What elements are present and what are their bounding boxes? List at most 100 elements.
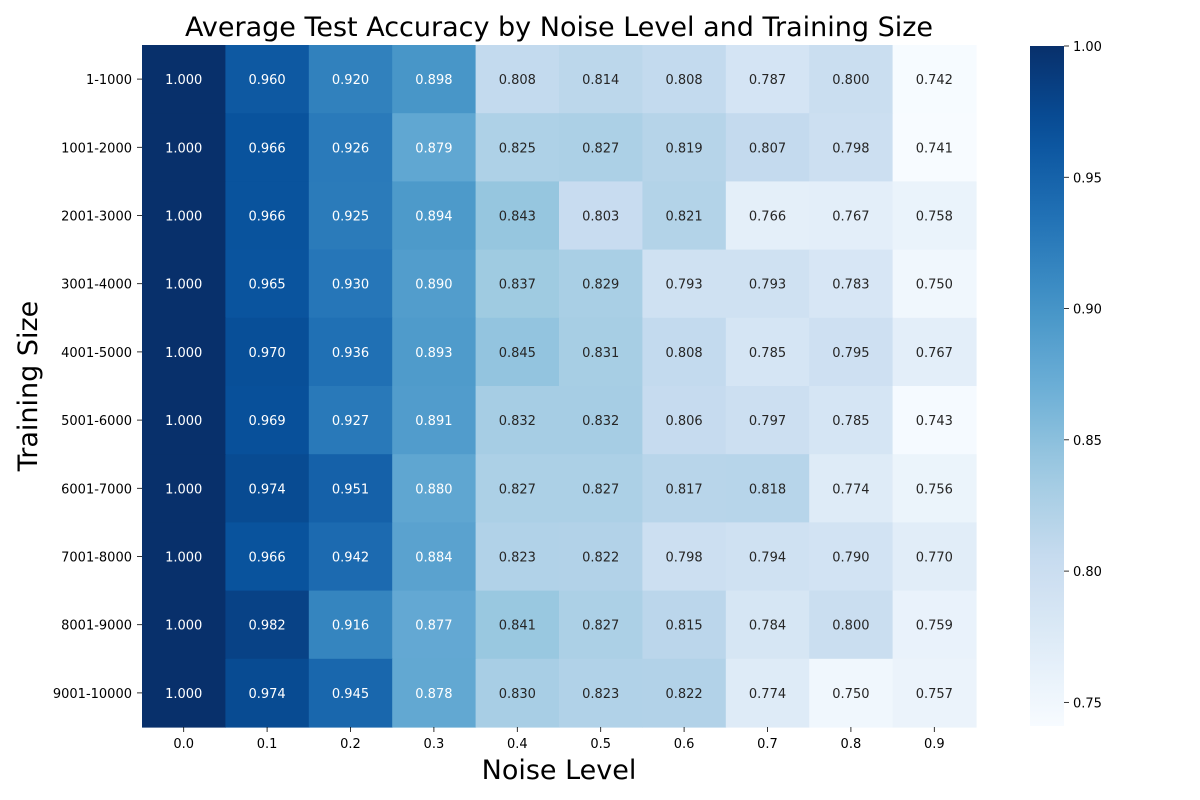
heatmap-cell [892, 386, 977, 455]
heatmap-cell [475, 590, 560, 660]
cell-value-label: 0.785 [749, 346, 786, 361]
heatmap-cell [809, 590, 894, 660]
cell-value-label: 0.829 [582, 278, 619, 293]
heatmap-cell [642, 317, 727, 387]
x-axis-ticks: 0.0 0.1 0.2 0.3 0.4 0.5 0.6 0.7 0.8 0.9 [173, 727, 945, 752]
cell-value-label: 0.916 [332, 619, 369, 634]
heatmap-cell [892, 113, 977, 182]
heatmap-cell [892, 658, 977, 728]
x-tick-label: 0.6 [674, 737, 695, 752]
heatmap-cell [225, 658, 310, 728]
heatmap-cell [392, 590, 477, 660]
cell-value-label: 0.974 [248, 687, 285, 702]
cell-value-label: 0.770 [916, 551, 953, 566]
cell-value-label: 0.966 [248, 551, 285, 566]
y-tick-label: 1-1000 [86, 73, 132, 88]
heatmap-cell [642, 454, 727, 523]
heatmap-cell [475, 454, 560, 523]
cell-value-label: 0.742 [916, 73, 953, 88]
cell-value-label: 0.787 [749, 73, 786, 88]
colorbar-tick-label: 0.90 [1073, 303, 1102, 318]
heatmap-cell [308, 454, 393, 523]
cell-value-label: 0.966 [248, 210, 285, 225]
heatmap-cell [225, 317, 310, 387]
cell-value-label: 0.982 [248, 619, 285, 634]
y-tick-label: 8001-9000 [61, 619, 132, 634]
cell-value-label: 0.783 [832, 278, 869, 293]
cell-value-label: 0.884 [415, 551, 452, 566]
cell-value-label: 0.807 [749, 141, 786, 156]
heatmap-cell [142, 113, 226, 182]
heatmap-cell [308, 45, 393, 114]
heatmap-cell [142, 658, 226, 728]
heatmap-cell [559, 658, 643, 728]
heatmap-cell [392, 386, 477, 455]
heatmap-cell [475, 45, 560, 114]
cell-value-label: 0.936 [332, 346, 369, 361]
heatmap-cell [308, 386, 393, 455]
heatmap-cell [725, 386, 810, 455]
heatmap-cell [642, 522, 727, 592]
cell-value-label: 0.893 [415, 346, 452, 361]
cell-value-label: 0.966 [248, 141, 285, 156]
heatmap-cell [559, 454, 643, 523]
heatmap-cell [142, 45, 226, 114]
cell-value-label: 0.821 [665, 210, 702, 225]
cell-value-label: 0.814 [582, 73, 619, 88]
heatmap-cell [892, 45, 977, 114]
cell-value-label: 0.800 [832, 619, 869, 634]
cell-value-label: 0.970 [248, 346, 285, 361]
cell-value-label: 0.841 [499, 619, 536, 634]
cell-value-label: 0.951 [332, 482, 369, 497]
cell-value-label: 1.000 [165, 551, 202, 566]
cell-value-label: 0.945 [332, 687, 369, 702]
heatmap-cell [308, 522, 393, 592]
heatmap-cell [642, 590, 727, 660]
heatmap-cell [809, 249, 894, 319]
cell-value-label: 0.927 [332, 414, 369, 429]
heatmap-cell [308, 181, 393, 251]
heatmap-cell [642, 113, 727, 182]
heatmap-cell [642, 181, 727, 251]
cell-value-label: 0.766 [749, 210, 786, 225]
y-tick-label: 5001-6000 [61, 414, 132, 429]
heatmap-cell [475, 113, 560, 182]
cell-value-label: 0.743 [916, 414, 953, 429]
x-tick-label: 0.8 [841, 737, 862, 752]
cell-value-label: 0.920 [332, 73, 369, 88]
x-tick-label: 0.4 [507, 737, 528, 752]
x-tick-label: 0.5 [590, 737, 611, 752]
heatmap-cell [725, 658, 810, 728]
cell-value-label: 0.823 [582, 687, 619, 702]
cell-value-label: 0.837 [499, 278, 536, 293]
x-tick-label: 0.9 [924, 737, 945, 752]
heatmap-cell [559, 249, 643, 319]
heatmap-cell [725, 249, 810, 319]
colorbar-tick-label: 0.85 [1073, 434, 1102, 449]
heatmap-cell [225, 386, 310, 455]
x-tick-label: 0.3 [424, 737, 445, 752]
cell-value-label: 1.000 [165, 687, 202, 702]
heatmap-cell [559, 317, 643, 387]
cell-value-label: 0.845 [499, 346, 536, 361]
cell-value-label: 0.806 [665, 414, 702, 429]
y-axis-title: Training Size [13, 301, 44, 473]
colorbar-tick-label: 1.00 [1073, 40, 1102, 55]
heatmap-cell [142, 317, 226, 387]
cell-value-label: 0.827 [582, 619, 619, 634]
heatmap-cell [475, 317, 560, 387]
heatmap-cell [475, 522, 560, 592]
heatmap-cell [225, 113, 310, 182]
heatmap-cell [809, 181, 894, 251]
heatmap-cell [392, 658, 477, 728]
cell-value-label: 0.784 [749, 619, 786, 634]
heatmap-cell [809, 522, 894, 592]
y-tick-label: 7001-8000 [61, 551, 132, 566]
y-axis-ticks: 1-1000 1001-2000 2001-3000 3001-4000 4001-50… [53, 73, 142, 702]
heatmap-cell [559, 181, 643, 251]
cell-value-label: 1.000 [165, 73, 202, 88]
heatmap-cell [809, 113, 894, 182]
heatmap-cell [725, 181, 810, 251]
y-tick-label: 9001-10000 [53, 687, 132, 702]
